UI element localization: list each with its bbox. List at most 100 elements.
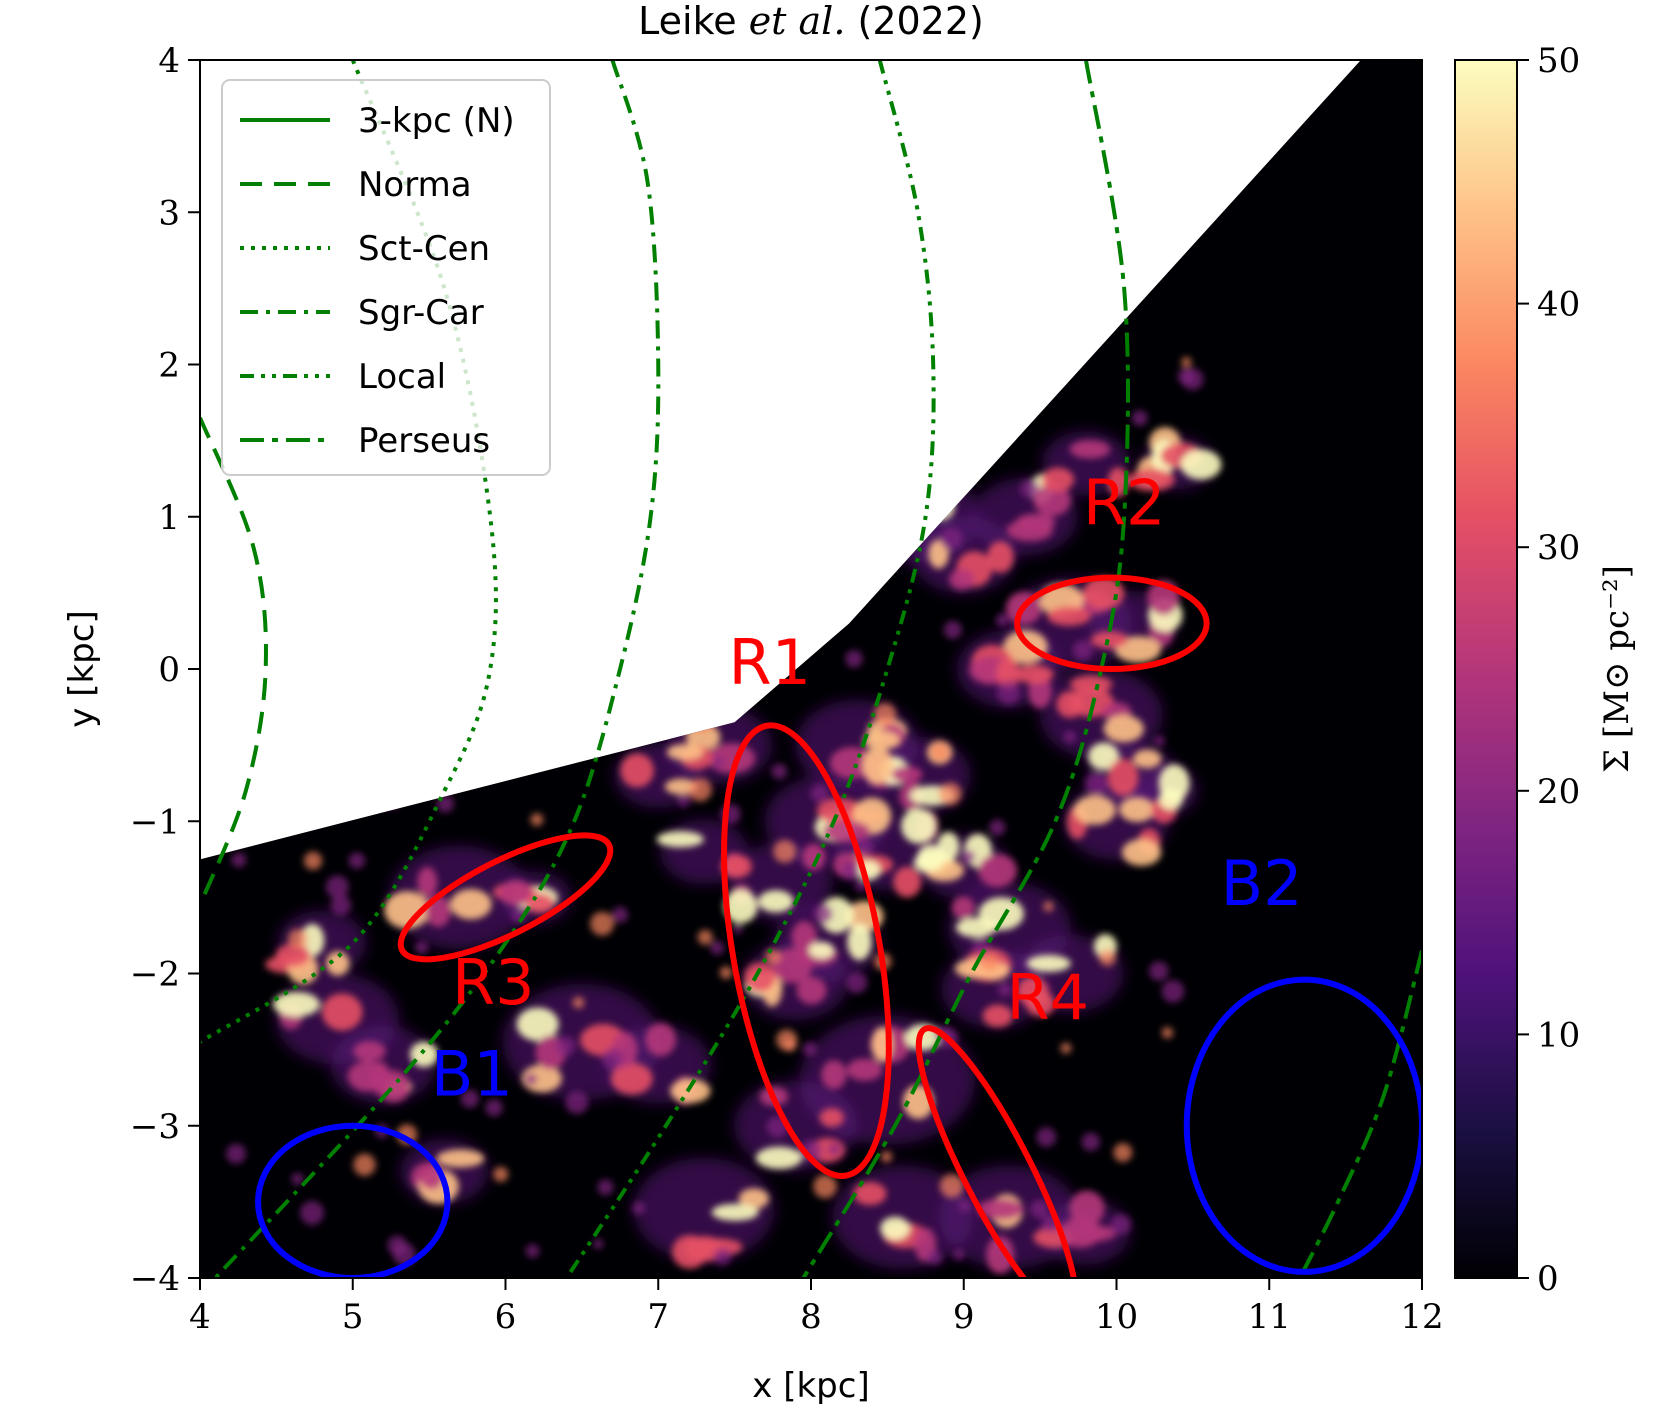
density-speck (961, 849, 976, 864)
colorbar-tick-label: 40 (1537, 285, 1580, 325)
density-clump (1128, 468, 1175, 492)
density-speck (1060, 1042, 1072, 1054)
density-clump (738, 1188, 769, 1210)
density-speck (927, 1250, 942, 1265)
density-clump (744, 962, 776, 993)
density-clump (521, 1064, 562, 1093)
density-speck (602, 1048, 624, 1070)
legend: 3-kpc (N) Norma Sct-Cen Sgr-Car Local Perseus (221, 79, 551, 476)
density-speck (997, 982, 1013, 997)
density-clump (1014, 664, 1054, 684)
density-speck (525, 1073, 538, 1086)
density-glow (633, 1157, 775, 1262)
density-clump (347, 1061, 387, 1092)
density-speck (712, 755, 724, 768)
density-clump (1015, 513, 1056, 531)
density-speck (632, 1201, 646, 1215)
density-speck (943, 620, 962, 640)
density-clump (891, 765, 923, 784)
y-tick-label: −2 (130, 955, 180, 995)
x-tick-label: 7 (647, 1297, 669, 1337)
density-speck (1149, 961, 1169, 981)
density-clump (802, 843, 826, 871)
density-speck (996, 680, 1021, 705)
density-speck (691, 710, 714, 733)
region-r2-ellipse (1014, 574, 1210, 673)
density-clump (1026, 954, 1071, 972)
density-speck (939, 1174, 964, 1198)
density-speck (771, 763, 788, 780)
density-clump (321, 993, 363, 1031)
density-speck (1084, 772, 1108, 796)
density-clump (917, 844, 945, 872)
density-speck (1131, 410, 1148, 426)
x-tick-label: 5 (342, 1297, 364, 1337)
colorbar: 0 10 20 30 40 50 Σ [M⊙ pc⁻²] (1454, 41, 1637, 1299)
density-speck (291, 1172, 304, 1186)
density-clump (1056, 690, 1084, 718)
density-clump (699, 1238, 743, 1256)
density-clump (1103, 715, 1144, 743)
region-b1-label: B1 (431, 1037, 513, 1110)
density-speck (231, 852, 247, 868)
density-speck (840, 861, 860, 881)
density-speck (882, 530, 895, 543)
density-clump (847, 923, 872, 961)
y-tick-label: 0 (158, 650, 180, 690)
density-speck (665, 712, 685, 732)
density-speck (1030, 1199, 1049, 1219)
density-speck (593, 1238, 604, 1249)
density-speck (348, 852, 365, 869)
legend-label: Norma (358, 165, 472, 205)
density-speck (565, 1091, 589, 1115)
region-r1-ellipse (721, 722, 892, 1179)
density-clump (656, 831, 704, 848)
density-speck (611, 906, 629, 923)
density-speck (1161, 1027, 1174, 1039)
density-clump (450, 889, 492, 920)
density-clump (901, 808, 936, 844)
density-clump (499, 879, 533, 907)
region-r2-label: R2 (1083, 466, 1166, 539)
density-speck (677, 794, 691, 807)
density-clump (1158, 788, 1184, 810)
density-clump (353, 1040, 386, 1062)
density-clump (1069, 1190, 1105, 1226)
density-clump (1069, 675, 1113, 694)
density-speck (958, 1199, 972, 1213)
density-speck (773, 839, 797, 863)
density-speck (464, 768, 477, 781)
region-r3-ellipse (397, 832, 614, 963)
density-speck (765, 948, 781, 965)
density-speck (953, 1248, 965, 1260)
density-clump (325, 951, 350, 976)
density-clump (863, 731, 900, 750)
density-speck (846, 972, 868, 994)
density-clump (645, 1022, 676, 1057)
density-speck (880, 1151, 893, 1163)
density-clump (1087, 742, 1120, 771)
density-clump (1033, 484, 1071, 517)
colorbar-label: Σ [M⊙ pc⁻²] (1597, 565, 1637, 773)
x-tick-label: 12 (1400, 1297, 1443, 1337)
density-clump (996, 656, 1020, 690)
y-tick-label: 1 (158, 498, 180, 538)
density-speck (1072, 640, 1093, 661)
density-speck (981, 415, 996, 430)
density-speck (713, 1247, 732, 1266)
arm-norma-line (200, 417, 268, 906)
density-clump (1071, 1225, 1116, 1242)
density-speck (226, 1143, 246, 1164)
density-clump (898, 505, 924, 541)
density-clump (819, 1108, 844, 1128)
colorbar-tick-label: 10 (1537, 1015, 1580, 1055)
chart-title: Leike et al. (2022) (638, 0, 984, 43)
y-tick-label: 3 (158, 193, 180, 233)
density-clump (1047, 606, 1091, 626)
x-tick-label: 6 (495, 1297, 517, 1337)
region-b1-ellipse (255, 1122, 451, 1278)
density-clump (772, 948, 813, 984)
colorbar-tick-label: 50 (1537, 41, 1580, 81)
density-speck (710, 940, 725, 955)
